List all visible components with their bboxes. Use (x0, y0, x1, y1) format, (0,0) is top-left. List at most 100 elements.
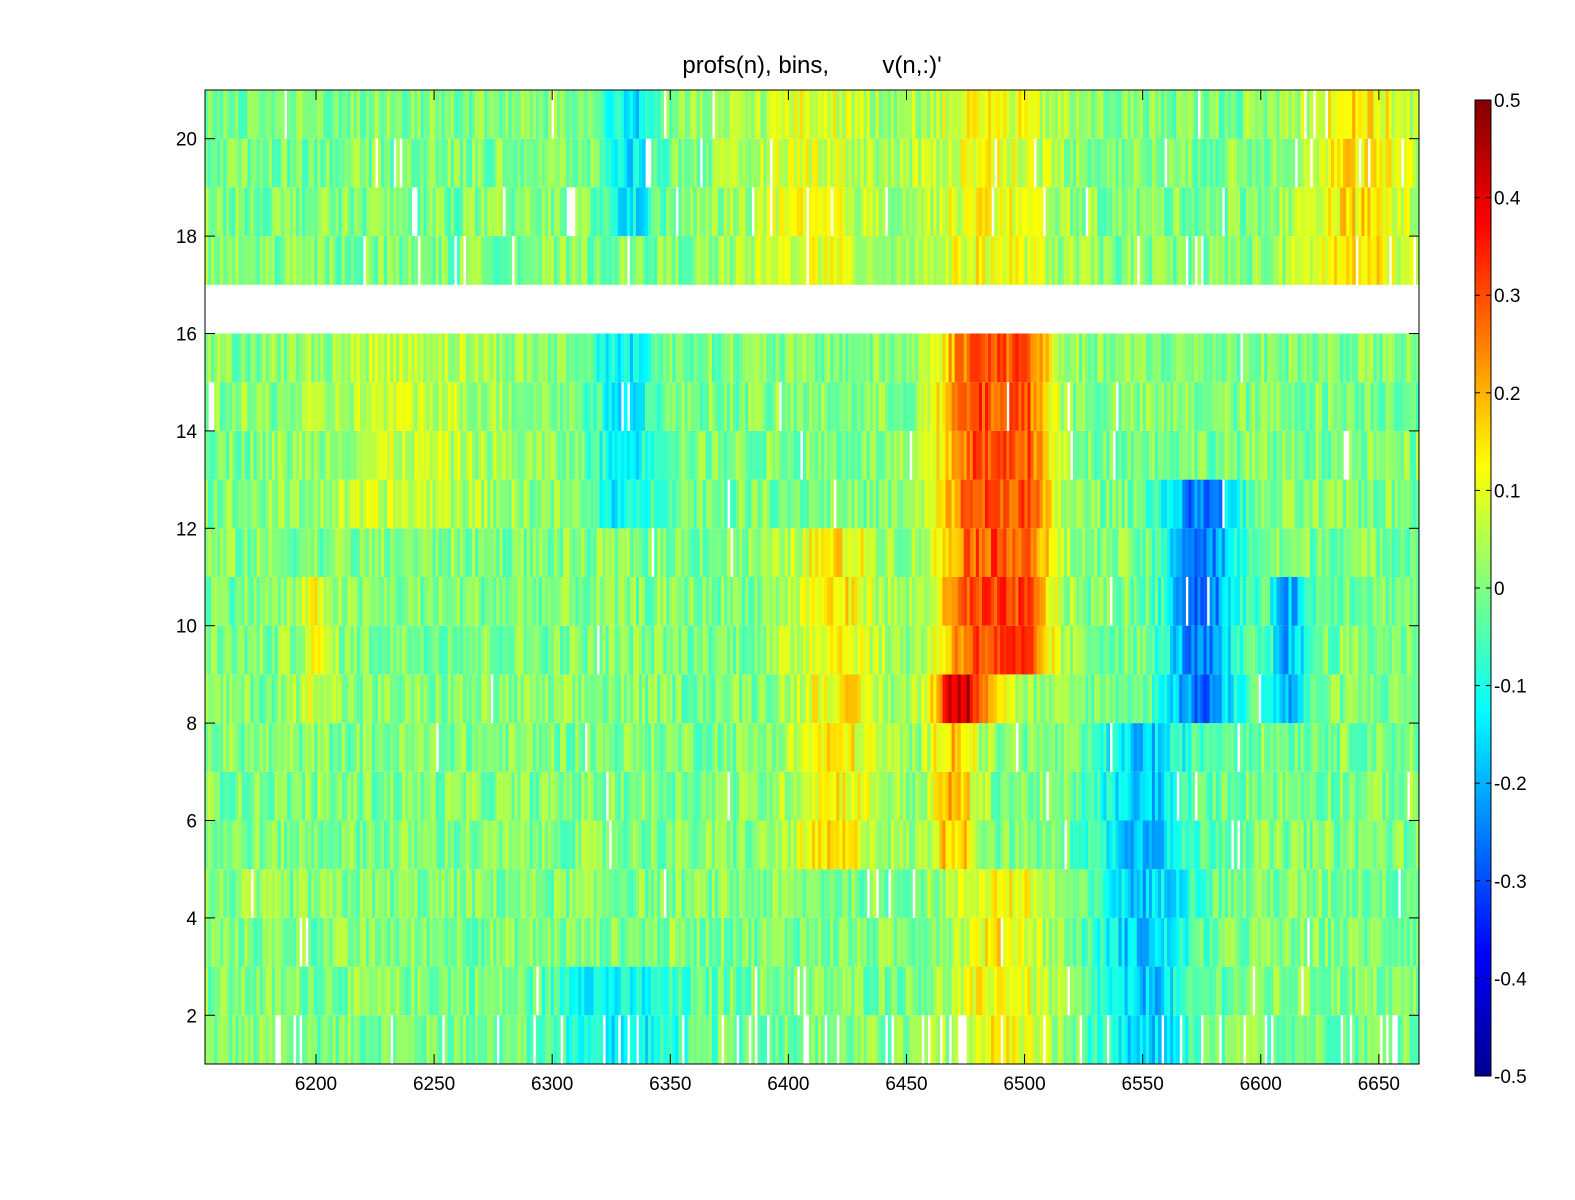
heatmap-cell (1164, 1015, 1168, 1064)
heatmap-cell (347, 625, 352, 675)
heatmap-cell (429, 771, 434, 821)
heatmap-cell (629, 430, 634, 480)
heatmap-cell (293, 625, 297, 675)
heatmap-cell (560, 577, 564, 626)
heatmap-cell (581, 966, 585, 1016)
heatmap-cell (359, 966, 364, 1016)
heatmap-cell (359, 869, 364, 918)
heatmap-cell (547, 528, 552, 577)
heatmap-cell (966, 917, 971, 967)
heatmap-cell (347, 869, 352, 918)
heatmap-cell (1227, 625, 1232, 675)
heatmap-cell (869, 528, 874, 577)
heatmap-cell (596, 479, 601, 529)
heatmap-cell (957, 917, 962, 967)
heatmap-cell (614, 674, 619, 724)
heatmap-cell (289, 1015, 294, 1064)
heatmap-cell (560, 869, 564, 918)
heatmap-cell (824, 820, 828, 870)
heatmap-cell (812, 771, 816, 821)
heatmap-cell (1258, 479, 1262, 529)
heatmap-cell (371, 430, 376, 480)
heatmap-cell (1164, 917, 1168, 967)
heatmap-cell (508, 528, 513, 577)
heatmap-cell (1343, 771, 1347, 821)
heatmap-cell (1182, 917, 1186, 967)
heatmap-cell (951, 430, 956, 480)
heatmap-cell (520, 771, 525, 821)
heatmap-cell (387, 723, 391, 772)
heatmap-cell (760, 966, 765, 1016)
heatmap-cell (1142, 479, 1147, 529)
heatmap-cell (1291, 528, 1296, 577)
heatmap-cell (1221, 820, 1226, 870)
heatmap-cell (1079, 577, 1083, 626)
heatmap-cell (969, 577, 974, 626)
heatmap-cell (1054, 1015, 1059, 1064)
heatmap-cell (523, 771, 528, 821)
heatmap-cell (781, 674, 786, 724)
heatmap-cell (1297, 820, 1302, 870)
heatmap-cell (1321, 869, 1326, 918)
heatmap-cell (939, 771, 944, 821)
heatmap-cell (411, 1015, 416, 1064)
heatmap-cell (244, 723, 249, 772)
heatmap-cell (517, 1015, 522, 1064)
heatmap-cell (1115, 674, 1120, 724)
heatmap-cell (605, 674, 610, 724)
heatmap-cell (1321, 1015, 1326, 1064)
heatmap-cell (1191, 820, 1196, 870)
heatmap-cell (1297, 674, 1302, 724)
heatmap-cell (280, 430, 285, 480)
heatmap-cell (924, 430, 928, 480)
heatmap-cell (544, 577, 549, 626)
heatmap-cell (1279, 479, 1284, 529)
heatmap-cell (760, 723, 765, 772)
heatmap-cell (1382, 723, 1387, 772)
heatmap-cell (1212, 820, 1217, 870)
heatmap-cell (1006, 820, 1010, 870)
heatmap-cell (1206, 917, 1211, 967)
heatmap-cell (884, 966, 889, 1016)
heatmap-cell (1161, 674, 1165, 724)
heatmap-cell (450, 430, 455, 480)
heatmap-cell (651, 820, 655, 870)
heatmap-cell (1397, 966, 1402, 1016)
heatmap-cell (1406, 528, 1411, 577)
heatmap-cell (566, 771, 570, 821)
heatmap-cell (1063, 528, 1068, 577)
heatmap-cell (314, 625, 318, 675)
heatmap-cell (368, 771, 373, 821)
heatmap-cell (903, 869, 907, 918)
heatmap-cell (815, 869, 819, 918)
heatmap-cell (812, 869, 816, 918)
heatmap-cell (472, 625, 476, 675)
heatmap-cell (693, 430, 698, 480)
heatmap-cell (1406, 966, 1411, 1016)
heatmap-cell (972, 771, 977, 821)
heatmap-cell (1391, 528, 1396, 577)
heatmap-cell (1367, 674, 1372, 724)
heatmap-cell (547, 820, 552, 870)
heatmap-cell (1097, 625, 1101, 675)
heatmap-cell (593, 917, 598, 967)
heatmap-cell (1009, 528, 1013, 577)
heatmap-cell (205, 430, 209, 480)
heatmap-cell (778, 869, 783, 918)
heatmap-cell (244, 917, 249, 967)
heatmap-cell (1297, 625, 1302, 675)
heatmap-cell (256, 771, 261, 821)
heatmap-cell (523, 869, 528, 918)
heatmap-cell (717, 820, 722, 870)
heatmap-cell (293, 771, 297, 821)
heatmap-cell (690, 869, 695, 918)
heatmap-cell (754, 528, 758, 577)
heatmap-cell (493, 820, 497, 870)
heatmap-cell (1145, 674, 1150, 724)
heatmap-cell (402, 1015, 406, 1064)
heatmap-cell (842, 771, 846, 821)
heatmap-cell (648, 625, 652, 675)
heatmap-cell (994, 771, 998, 821)
heatmap-cell (827, 917, 831, 967)
heatmap-cell (1179, 869, 1183, 918)
